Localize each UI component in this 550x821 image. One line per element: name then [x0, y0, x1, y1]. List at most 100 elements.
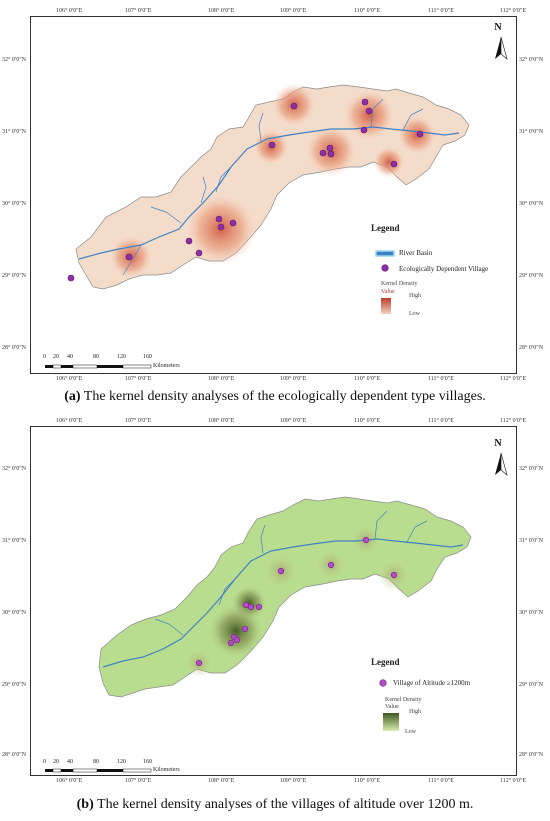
- map-panel-a: 106° 0′0″E 107° 0′0″E 108° 0′0″E 109° 0′…: [0, 0, 550, 410]
- scale-bar-b: [45, 768, 152, 773]
- caption-label-b: (b): [76, 797, 94, 812]
- village-marker: [217, 223, 225, 231]
- river-branch: [402, 108, 424, 131]
- map-frame-b: N Legend Village of Altitude ≥1200m Kern…: [30, 426, 517, 776]
- legend-village-icon: [381, 264, 389, 272]
- scale-tick: 120: [117, 759, 126, 765]
- lon-label: 111° 0′0″E: [428, 418, 454, 424]
- lat-label: 28° 0′0″N: [2, 752, 27, 758]
- river-branch: [122, 244, 142, 276]
- lon-label: 111° 0′0″E: [428, 778, 454, 784]
- scale-tick: 0: [43, 354, 46, 360]
- legend-village-icon: [379, 679, 387, 687]
- lon-label: 108° 0′0″E: [208, 778, 235, 784]
- village-marker: [125, 253, 133, 261]
- lat-label: 30° 0′0″N: [519, 201, 544, 207]
- legend-ramp-a: [381, 298, 391, 314]
- lon-label: 112° 0′0″E: [500, 778, 527, 784]
- scale-tick: 0: [43, 759, 46, 765]
- lat-label: 31° 0′0″N: [2, 129, 27, 135]
- lon-label: 109° 0′0″E: [280, 376, 307, 382]
- north-label-a: N: [494, 22, 502, 33]
- lon-label: 110° 0′0″E: [354, 8, 381, 14]
- village-marker: [326, 144, 334, 152]
- legend-high-a: High: [409, 293, 421, 299]
- lon-label: 112° 0′0″E: [500, 376, 527, 382]
- scale-unit: Kilometers: [153, 767, 180, 773]
- village-marker: [290, 102, 298, 110]
- lon-label: 106° 0′0″E: [56, 376, 83, 382]
- village-marker: [241, 625, 249, 633]
- legend-kd-title-a: Kernel Density: [381, 281, 418, 287]
- density-hotspot: [208, 603, 264, 659]
- map-frame-a: N Legend River Basin Ecologically Depend…: [30, 16, 517, 374]
- map-canvas-a: [45, 36, 508, 369]
- lon-label: 111° 0′0″E: [428, 376, 454, 382]
- lon-label: 107° 0′0″E: [125, 778, 152, 784]
- legend-village-label-a: Ecologically Dependent Village: [399, 265, 489, 273]
- lat-label: 30° 0′0″N: [2, 201, 27, 207]
- scale-tick: 120: [117, 354, 126, 360]
- legend-ramp-b: [383, 713, 399, 731]
- lon-label: 106° 0′0″E: [56, 8, 83, 14]
- legend-river-swatch: [375, 250, 395, 257]
- village-marker: [416, 130, 424, 138]
- lat-label: 28° 0′0″N: [2, 345, 27, 351]
- river-branch: [258, 112, 264, 142]
- scale-tick: 20: [53, 354, 59, 360]
- caption-text-a: The kernel density analyses of the ecolo…: [80, 389, 486, 404]
- lat-label: 29° 0′0″N: [519, 682, 544, 688]
- north-label-b: N: [494, 438, 502, 449]
- caption-label-a: (a): [64, 389, 81, 404]
- scale-tick: 40: [67, 759, 73, 765]
- village-marker: [365, 107, 373, 115]
- density-hotspot: [373, 146, 405, 178]
- lon-label: 106° 0′0″E: [56, 778, 83, 784]
- village-markers-a: [67, 98, 424, 282]
- lat-label: 29° 0′0″N: [2, 273, 27, 279]
- lon-label: 109° 0′0″E: [280, 8, 307, 14]
- village-marker: [277, 567, 285, 575]
- village-marker: [195, 249, 203, 257]
- lat-label: 30° 0′0″N: [519, 610, 544, 616]
- legend-kd-title-b: Kernel Density: [385, 697, 422, 703]
- lat-label: 32° 0′0″N: [2, 57, 27, 63]
- lon-label: 111° 0′0″E: [428, 8, 454, 14]
- village-marker: [327, 150, 335, 158]
- village-marker: [360, 126, 368, 134]
- legend-village-label-b: Village of Altitude ≥1200m: [393, 679, 471, 687]
- lat-label: 32° 0′0″N: [519, 57, 544, 63]
- village-marker: [327, 561, 335, 569]
- lon-label: 112° 0′0″E: [500, 8, 527, 14]
- legend-title-a: Legend: [371, 223, 400, 233]
- lat-label: 31° 0′0″N: [519, 129, 544, 135]
- village-marker: [67, 274, 75, 282]
- river-main-a: [78, 126, 460, 260]
- scale-tick: 20: [53, 759, 59, 765]
- north-arrow-icon: [495, 452, 508, 476]
- legend-river-label: River Basin: [399, 249, 433, 257]
- legend-title-b: Legend: [371, 657, 400, 667]
- map-panel-b: 106° 0′0″E 107° 0′0″E 108° 0′0″E 109° 0′…: [0, 418, 550, 821]
- scale-tick: 160: [143, 354, 152, 360]
- lon-label: 110° 0′0″E: [354, 778, 381, 784]
- scale-tick: 40: [67, 354, 73, 360]
- village-marker: [195, 659, 203, 667]
- village-marker: [390, 571, 398, 579]
- lat-label: 28° 0′0″N: [519, 752, 544, 758]
- legend-kd-value-a: Value: [381, 289, 395, 295]
- scale-unit: Kilometers: [153, 363, 180, 369]
- caption-text-b: The kernel density analyses of the villa…: [93, 797, 474, 812]
- caption-a: (a) The kernel density analyses of the e…: [0, 389, 550, 405]
- river-branch: [150, 206, 182, 224]
- village-marker: [185, 237, 193, 245]
- lon-label: 112° 0′0″E: [500, 418, 527, 424]
- lat-label: 31° 0′0″N: [2, 538, 27, 544]
- lon-label: 106° 0′0″E: [56, 418, 83, 424]
- village-marker: [362, 536, 370, 544]
- lon-label: 107° 0′0″E: [125, 376, 152, 382]
- village-marker: [390, 160, 398, 168]
- river-branch: [370, 98, 384, 128]
- lon-label: 108° 0′0″E: [208, 8, 235, 14]
- lon-label: 109° 0′0″E: [280, 418, 307, 424]
